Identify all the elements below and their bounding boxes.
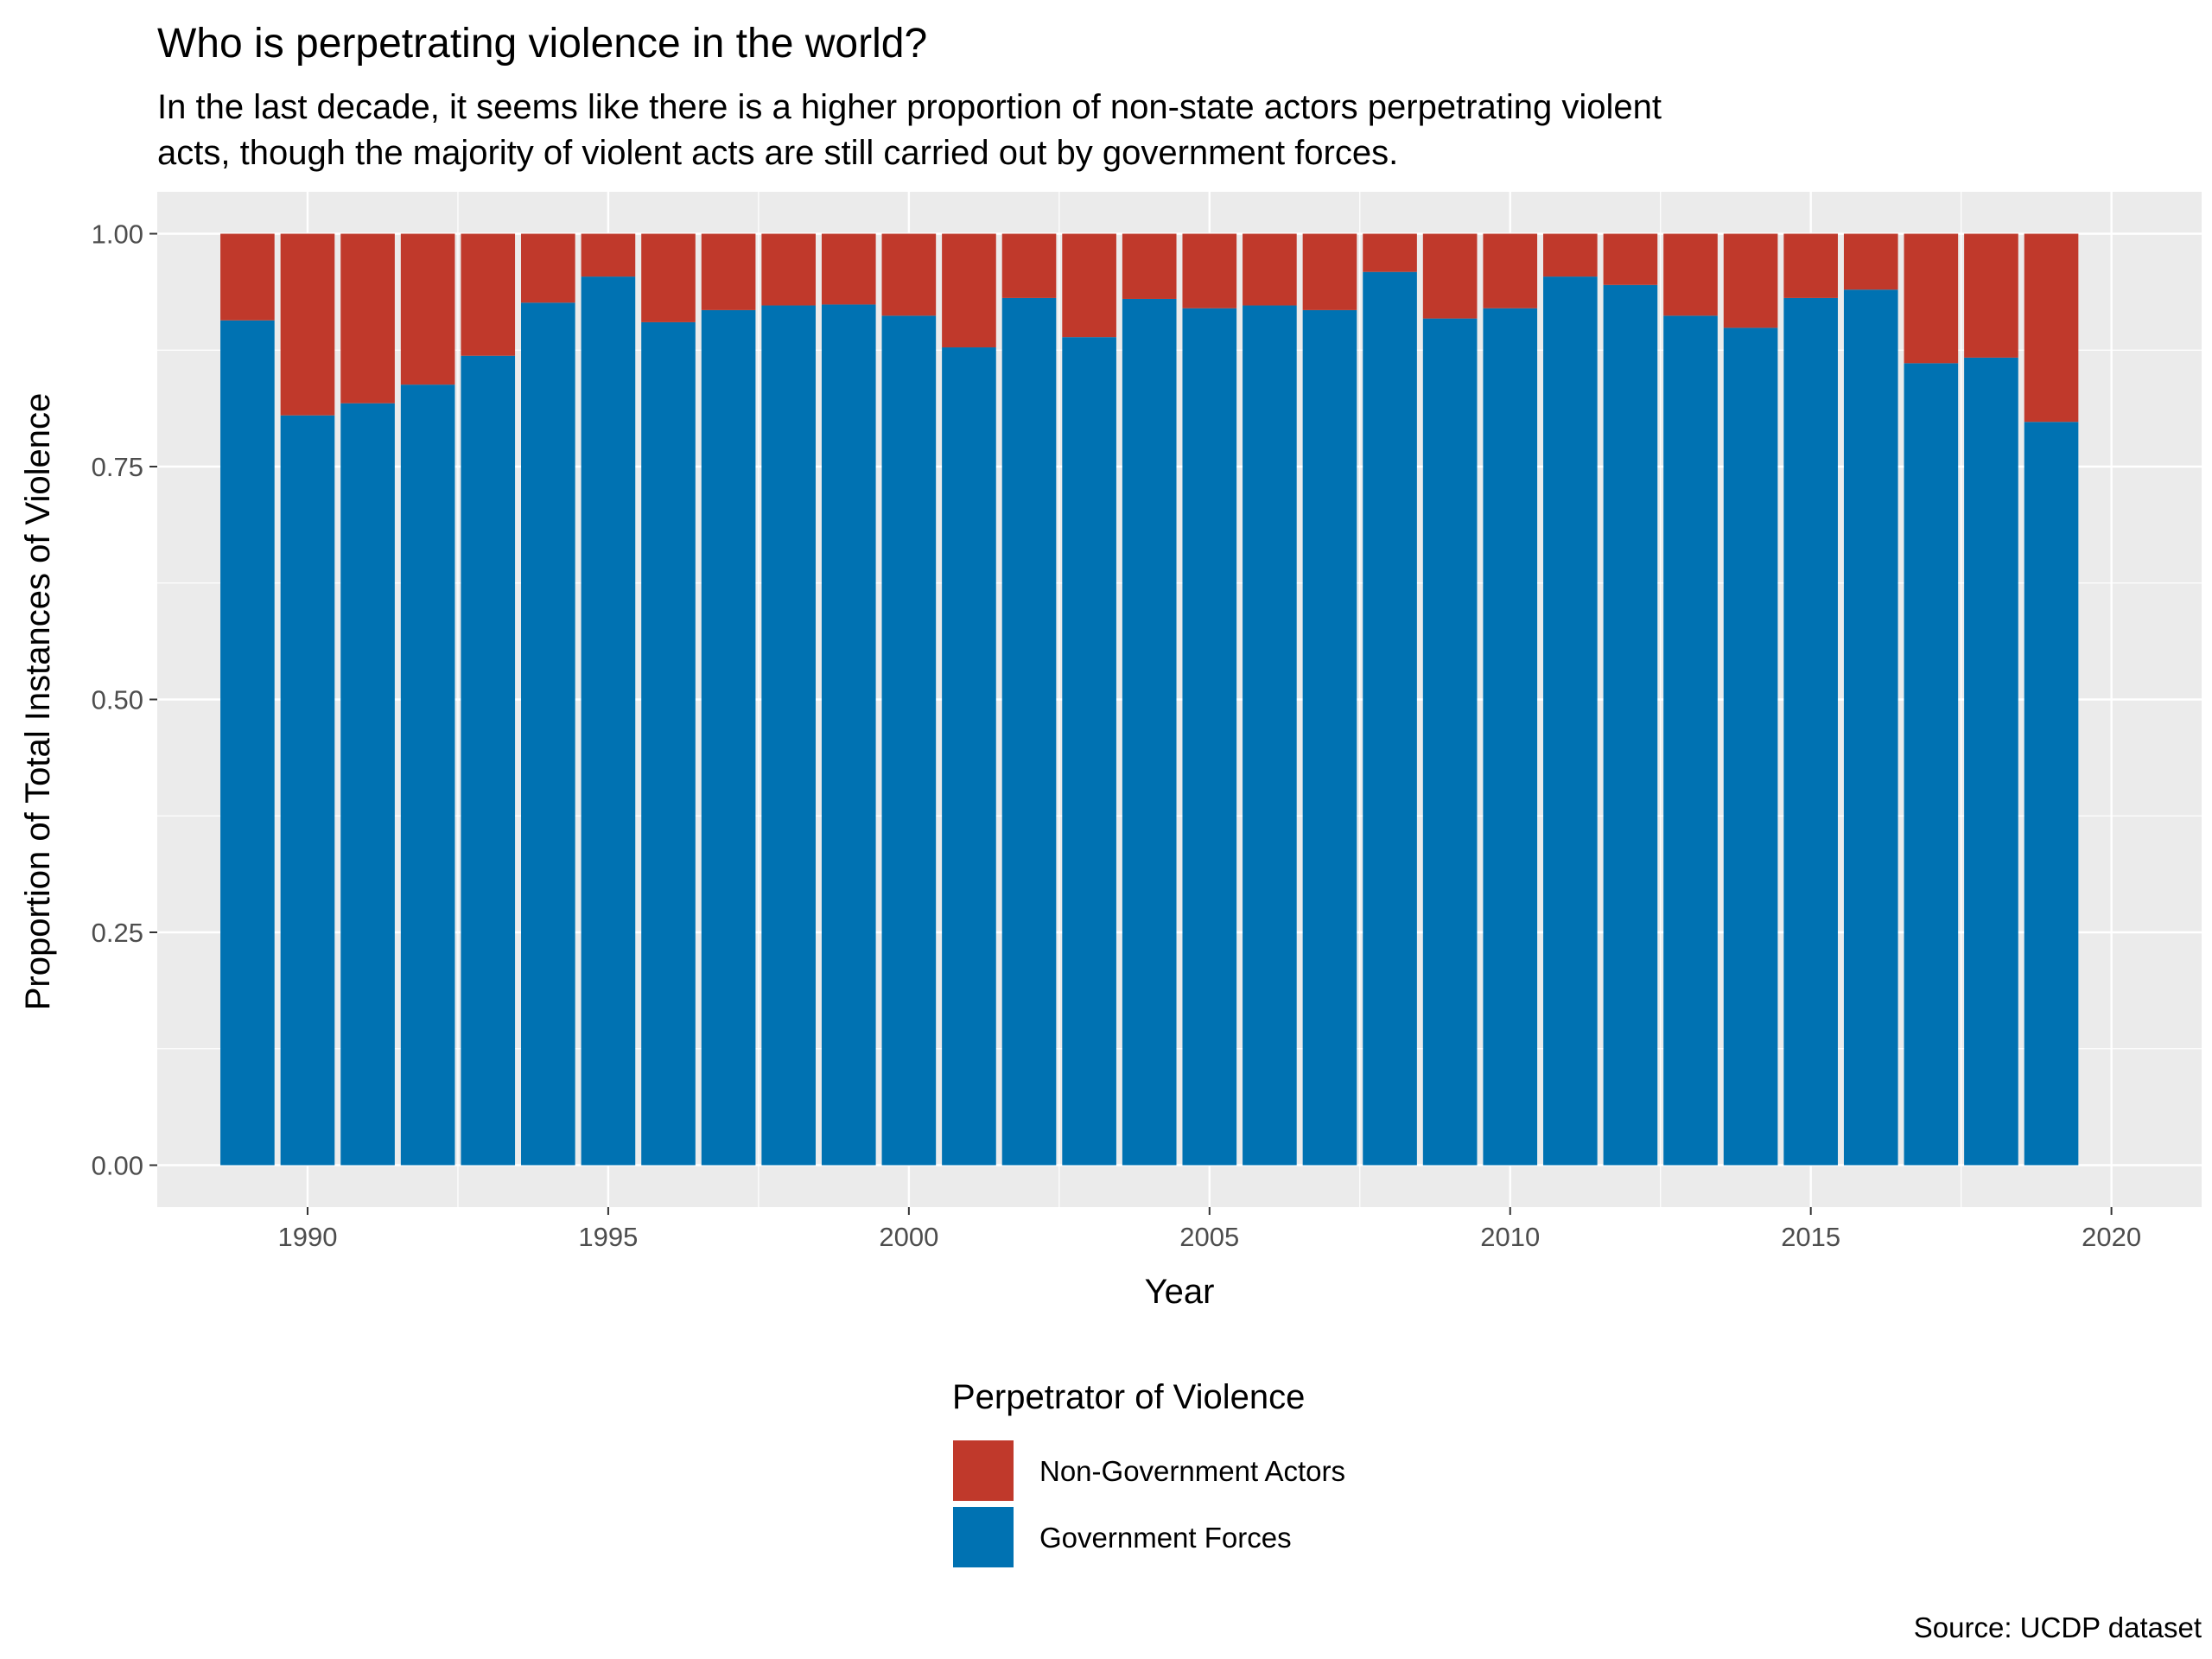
chart-title: Who is perpetrating violence in the worl… [157,21,927,67]
bar-government-forces [1302,309,1357,1166]
x-axis: 1990 1995 2000 2005 2010 2015 2020 [277,1207,2141,1252]
bar-non-government-actors [1243,233,1297,306]
legend-label: Non-Government Actors [1039,1455,1345,1487]
bar-government-forces [581,276,636,1166]
bar-government-forces [1422,318,1478,1166]
bar-non-government-actors [641,233,696,322]
bar-government-forces [641,321,696,1166]
bar-government-forces [1243,305,1297,1166]
bar-government-forces [881,315,937,1166]
bar-non-government-actors [581,233,636,277]
bar-government-forces [2024,422,2079,1166]
bar-government-forces [821,304,876,1166]
bar-non-government-actors [340,233,395,404]
y-tick-label: 0.25 [92,918,143,948]
bars [220,233,2079,1166]
bar-non-government-actors [280,233,335,416]
y-axis-title: Proportion of Total Instances of Violenc… [19,393,57,1011]
chart-subtitle-line-1: In the last decade, it seems like there … [157,88,1662,126]
bar-non-government-actors [2024,233,2079,423]
x-tick-label: 2010 [1480,1222,1540,1252]
bar-non-government-actors [881,233,937,316]
bar-non-government-actors [1302,233,1357,310]
chart-caption: Source: UCDP dataset [1914,1611,2202,1643]
y-tick-label: 0.00 [92,1150,143,1180]
bar-non-government-actors [1964,233,2018,358]
legend-label: Government Forces [1039,1522,1292,1554]
bar-non-government-actors [461,233,516,356]
bar-government-forces [1182,308,1237,1166]
x-axis-title: Year [1145,1273,1215,1311]
bar-non-government-actors [701,233,756,310]
bar-non-government-actors [1723,233,1778,328]
bar-non-government-actors [1843,233,1898,290]
bar-government-forces [1363,271,1417,1166]
bar-government-forces [1663,315,1718,1166]
bar-non-government-actors [1122,233,1177,299]
bar-government-forces [1723,327,1778,1166]
bar-non-government-actors [521,233,575,303]
bar-government-forces [1964,357,2018,1166]
bar-non-government-actors [1783,233,1838,298]
bar-government-forces [1001,297,1057,1166]
chart-subtitle-line-2: acts, though the majority of violent act… [157,134,1398,172]
bar-government-forces [400,385,455,1166]
bar-government-forces [220,320,275,1166]
bar-government-forces [701,309,756,1166]
bar-government-forces [1122,298,1177,1166]
bar-non-government-actors [821,233,876,305]
x-tick-label: 2020 [2082,1222,2141,1252]
x-tick-label: 1995 [578,1222,638,1252]
bar-non-government-actors [1483,233,1538,308]
bar-government-forces [340,403,395,1166]
bar-non-government-actors [1363,233,1417,272]
bar-government-forces [1783,297,1838,1166]
x-tick-label: 2005 [1179,1222,1239,1252]
bar-government-forces [280,415,335,1166]
bar-non-government-actors [220,233,275,321]
bar-government-forces [1483,308,1538,1166]
bar-non-government-actors [1182,233,1237,308]
legend-title: Perpetrator of Violence [952,1378,1305,1416]
bar-non-government-actors [1422,233,1478,319]
y-tick-label: 0.75 [92,452,143,482]
y-axis: 0.00 0.25 0.50 0.75 1.00 [92,219,157,1180]
bar-government-forces [461,355,516,1166]
bar-non-government-actors [1663,233,1718,316]
x-tick-label: 2000 [879,1222,938,1252]
legend: Perpetrator of Violence Non-Government A… [952,1378,1345,1567]
bar-non-government-actors [400,233,455,385]
bar-non-government-actors [1001,233,1057,298]
y-tick-label: 1.00 [92,219,143,250]
bar-non-government-actors [1062,233,1116,338]
bar-non-government-actors [1904,233,1959,364]
bar-non-government-actors [761,233,816,306]
bar-government-forces [1603,284,1658,1166]
y-tick-label: 0.50 [92,685,143,715]
x-tick-label: 2015 [1781,1222,1840,1252]
bar-government-forces [1843,289,1898,1166]
bar-government-forces [1904,363,1959,1166]
bar-government-forces [1062,337,1116,1166]
bar-government-forces [1543,276,1598,1166]
bar-government-forces [521,302,575,1166]
legend-swatch [953,1440,1014,1501]
bar-non-government-actors [1543,233,1598,277]
bar-non-government-actors [1603,233,1658,285]
x-tick-label: 1990 [277,1222,337,1252]
bar-government-forces [942,347,996,1166]
legend-swatch [953,1507,1014,1567]
bar-non-government-actors [942,233,996,348]
bar-government-forces [761,305,816,1166]
